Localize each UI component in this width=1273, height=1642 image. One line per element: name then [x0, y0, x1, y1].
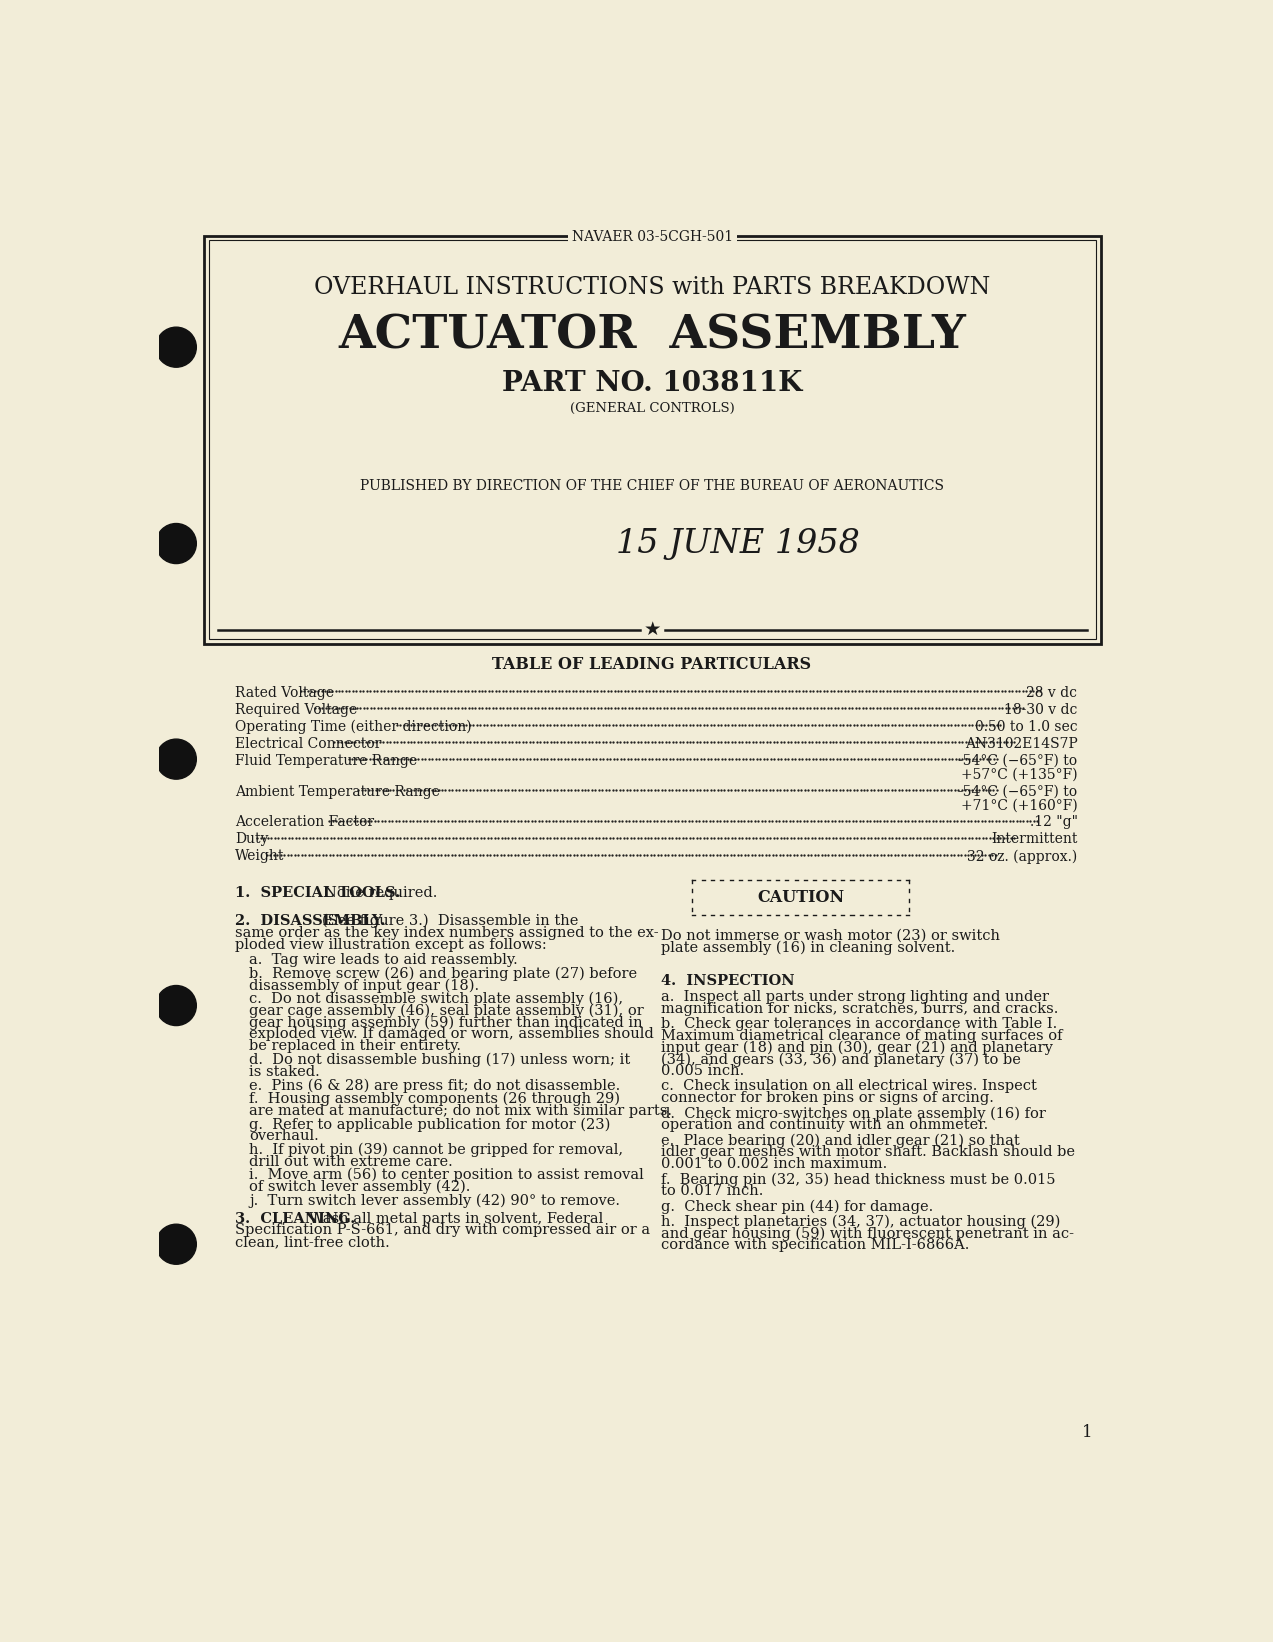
- Text: (GENERAL CONTROLS): (GENERAL CONTROLS): [570, 402, 735, 415]
- Text: PUBLISHED BY DIRECTION OF THE CHIEF OF THE BUREAU OF AERONAUTICS: PUBLISHED BY DIRECTION OF THE CHIEF OF T…: [360, 479, 945, 493]
- Text: c.  Check insulation on all electrical wires. Inspect: c. Check insulation on all electrical wi…: [662, 1079, 1037, 1094]
- Text: 28 v dc: 28 v dc: [1026, 686, 1077, 699]
- Text: f.  Bearing pin (32, 35) head thickness must be 0.015: f. Bearing pin (32, 35) head thickness m…: [662, 1172, 1055, 1187]
- Text: idler gear meshes with motor shaft. Backlash should be: idler gear meshes with motor shaft. Back…: [662, 1146, 1076, 1159]
- Text: OVERHAUL INSTRUCTIONS with PARTS BREAKDOWN: OVERHAUL INSTRUCTIONS with PARTS BREAKDO…: [314, 276, 990, 299]
- Circle shape: [157, 1225, 196, 1264]
- Text: 3.  CLEANING.: 3. CLEANING.: [236, 1212, 355, 1225]
- Text: g.  Refer to applicable publication for motor (23): g. Refer to applicable publication for m…: [250, 1117, 610, 1131]
- Text: of switch lever assembly (42).: of switch lever assembly (42).: [250, 1181, 471, 1194]
- Text: 0.50 to 1.0 sec: 0.50 to 1.0 sec: [975, 719, 1077, 734]
- Text: magnification for nicks, scratches, burrs, and cracks.: magnification for nicks, scratches, burr…: [662, 1002, 1059, 1016]
- Text: Wash all metal parts in solvent, Federal: Wash all metal parts in solvent, Federal: [308, 1212, 603, 1225]
- Circle shape: [157, 524, 196, 563]
- Bar: [204, 235, 1101, 644]
- Text: TABLE OF LEADING PARTICULARS: TABLE OF LEADING PARTICULARS: [493, 655, 812, 673]
- Text: and gear housing (59) with fluorescent penetrant in ac-: and gear housing (59) with fluorescent p…: [662, 1227, 1074, 1241]
- Text: Ambient Temperature Range: Ambient Temperature Range: [236, 785, 440, 798]
- Text: AN3102E14S7P: AN3102E14S7P: [965, 737, 1077, 750]
- Text: PART NO. 103811K: PART NO. 103811K: [503, 369, 802, 397]
- Text: 18-30 v dc: 18-30 v dc: [1004, 703, 1077, 718]
- Text: Electrical Connector: Electrical Connector: [236, 737, 382, 750]
- Text: CAUTION: CAUTION: [757, 890, 844, 906]
- Text: h.  Inspect planetaries (34, 37), actuator housing (29): h. Inspect planetaries (34, 37), actuato…: [662, 1213, 1060, 1228]
- Text: operation and continuity with an ohmmeter.: operation and continuity with an ohmmete…: [662, 1118, 989, 1133]
- Text: gear housing assembly (59) further than indicated in: gear housing assembly (59) further than …: [250, 1015, 643, 1030]
- Text: 32 oz. (approx.): 32 oz. (approx.): [967, 849, 1077, 864]
- Circle shape: [157, 985, 196, 1026]
- Text: Do not immerse or wash motor (23) or switch: Do not immerse or wash motor (23) or swi…: [662, 928, 1001, 943]
- Circle shape: [157, 327, 196, 368]
- Text: 1: 1: [1082, 1424, 1094, 1440]
- Text: a.  Tag wire leads to aid reassembly.: a. Tag wire leads to aid reassembly.: [250, 952, 518, 967]
- Text: h.  If pivot pin (39) cannot be gripped for removal,: h. If pivot pin (39) cannot be gripped f…: [250, 1143, 624, 1158]
- Text: 15 JUNE 1958: 15 JUNE 1958: [616, 527, 859, 560]
- Text: ★: ★: [644, 621, 661, 639]
- Text: 1.  SPECIAL TOOLS.: 1. SPECIAL TOOLS.: [236, 887, 400, 900]
- Text: b.  Remove screw (26) and bearing plate (27) before: b. Remove screw (26) and bearing plate (…: [250, 965, 638, 980]
- Text: 2.  DISASSEMBLY.: 2. DISASSEMBLY.: [236, 915, 386, 928]
- Text: Rated Voltage: Rated Voltage: [236, 686, 334, 699]
- Text: d.  Do not disassemble bushing (17) unless worn; it: d. Do not disassemble bushing (17) unles…: [250, 1053, 630, 1067]
- Text: i.  Move arm (56) to center position to assist removal: i. Move arm (56) to center position to a…: [250, 1167, 644, 1182]
- Text: e.  Place bearing (20) and idler gear (21) so that: e. Place bearing (20) and idler gear (21…: [662, 1133, 1020, 1148]
- Text: g.  Check shear pin (44) for damage.: g. Check shear pin (44) for damage.: [662, 1199, 933, 1213]
- Text: +71°C (+160°F): +71°C (+160°F): [961, 798, 1077, 813]
- Text: NAVAER 03-5CGH-501: NAVAER 03-5CGH-501: [572, 230, 733, 245]
- Text: exploded view. If damaged or worn, assemblies should: exploded view. If damaged or worn, assem…: [250, 1028, 654, 1041]
- Text: same order as the key index numbers assigned to the ex-: same order as the key index numbers assi…: [236, 926, 658, 939]
- Text: Maximum diametrical clearance of mating surfaces of: Maximum diametrical clearance of mating …: [662, 1028, 1063, 1043]
- Text: is staked.: is staked.: [250, 1064, 320, 1079]
- Text: (See figure 3.)  Disassemble in the: (See figure 3.) Disassemble in the: [322, 915, 578, 928]
- Text: 0.001 to 0.002 inch maximum.: 0.001 to 0.002 inch maximum.: [662, 1158, 887, 1171]
- Text: plate assembly (16) in cleaning solvent.: plate assembly (16) in cleaning solvent.: [662, 941, 956, 956]
- Text: f.  Housing assembly components (26 through 29): f. Housing assembly components (26 throu…: [250, 1092, 620, 1107]
- Text: e.  Pins (6 & 28) are press fit; do not disassemble.: e. Pins (6 & 28) are press fit; do not d…: [250, 1079, 620, 1092]
- Text: -54°C (−65°F) to: -54°C (−65°F) to: [959, 754, 1077, 768]
- Text: c.  Do not disassemble switch plate assembly (16),: c. Do not disassemble switch plate assem…: [250, 992, 624, 1007]
- Text: Duty: Duty: [236, 832, 269, 846]
- Text: ACTUATOR  ASSEMBLY: ACTUATOR ASSEMBLY: [339, 312, 966, 358]
- Bar: [209, 240, 1096, 639]
- Text: ploded view illustration except as follows:: ploded view illustration except as follo…: [236, 938, 547, 952]
- Text: input gear (18) and pin (30), gear (21) and planetary: input gear (18) and pin (30), gear (21) …: [662, 1041, 1053, 1054]
- Text: j.  Turn switch lever assembly (42) 90° to remove.: j. Turn switch lever assembly (42) 90° t…: [250, 1194, 620, 1209]
- Text: a.  Inspect all parts under strong lighting and under: a. Inspect all parts under strong lighti…: [662, 990, 1049, 1003]
- Text: +57°C (+135°F): +57°C (+135°F): [961, 767, 1077, 782]
- Text: b.  Check gear tolerances in accordance with Table I.: b. Check gear tolerances in accordance w…: [662, 1016, 1058, 1031]
- Text: clean, lint-free cloth.: clean, lint-free cloth.: [236, 1235, 390, 1250]
- Text: gear cage assembly (46), seal plate assembly (31), or: gear cage assembly (46), seal plate asse…: [250, 1003, 644, 1018]
- Text: overhaul.: overhaul.: [250, 1130, 318, 1143]
- Text: disassembly of input gear (18).: disassembly of input gear (18).: [250, 979, 479, 993]
- Text: -54°C (−65°F) to: -54°C (−65°F) to: [959, 785, 1077, 798]
- Text: Required Voltage: Required Voltage: [236, 703, 358, 718]
- Circle shape: [157, 739, 196, 780]
- Text: Specification P-S-661, and dry with compressed air or a: Specification P-S-661, and dry with comp…: [236, 1223, 651, 1238]
- Text: Weight: Weight: [236, 849, 284, 864]
- Text: .12 "g": .12 "g": [1030, 816, 1077, 829]
- Text: Operating Time (either direction): Operating Time (either direction): [236, 719, 472, 734]
- Text: Acceleration Factor: Acceleration Factor: [236, 816, 374, 829]
- Text: Fluid Temperature Range: Fluid Temperature Range: [236, 754, 418, 768]
- Text: 4.  INSPECTION: 4. INSPECTION: [662, 974, 794, 988]
- Text: Intermittent: Intermittent: [992, 832, 1077, 846]
- Text: connector for broken pins or signs of arcing.: connector for broken pins or signs of ar…: [662, 1092, 994, 1105]
- Text: are mated at manufacture; do not mix with similar parts.: are mated at manufacture; do not mix wit…: [250, 1103, 672, 1118]
- Text: to 0.017 inch.: to 0.017 inch.: [662, 1184, 764, 1199]
- Text: be replaced in their entirety.: be replaced in their entirety.: [250, 1039, 461, 1054]
- Text: (34), and gears (33, 36) and planetary (37) to be: (34), and gears (33, 36) and planetary (…: [662, 1053, 1021, 1067]
- Text: d.  Check micro-switches on plate assembly (16) for: d. Check micro-switches on plate assembl…: [662, 1107, 1046, 1121]
- Text: None required.: None required.: [325, 887, 438, 900]
- Text: cordance with specification MIL-I-6866A.: cordance with specification MIL-I-6866A.: [662, 1238, 970, 1253]
- Text: 0.005 inch.: 0.005 inch.: [662, 1064, 745, 1079]
- Text: drill out with extreme care.: drill out with extreme care.: [250, 1154, 453, 1169]
